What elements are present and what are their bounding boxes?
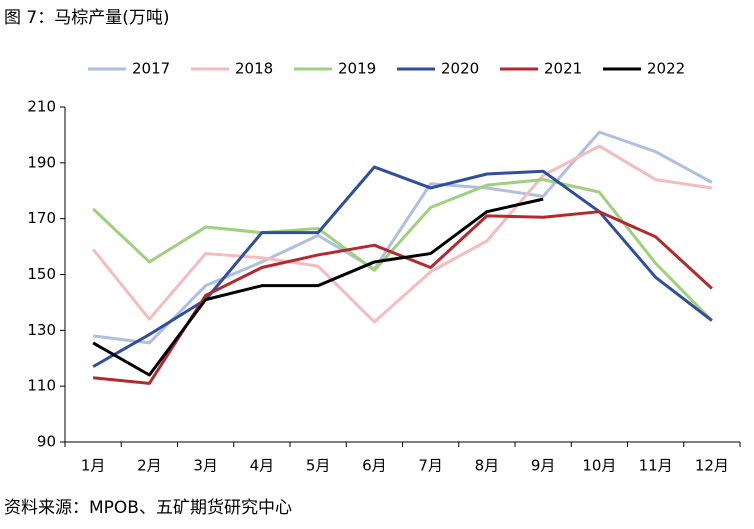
x-tick-label: 10月 (582, 457, 616, 475)
series-line (92, 178, 713, 322)
series-line (92, 165, 713, 368)
series-line (92, 197, 544, 377)
x-tick-label: 1月 (81, 457, 106, 475)
x-tick-label: 8月 (475, 457, 500, 475)
y-tick-label: 170 (27, 209, 56, 227)
y-tick-label: 210 (27, 98, 56, 116)
x-tick-label: 4月 (250, 457, 275, 475)
source-note: 资料来源：MPOB、五矿期货研究中心 (4, 498, 292, 518)
series-line (91, 144, 713, 324)
series-line (92, 130, 713, 345)
x-tick-label: 12月 (695, 457, 729, 475)
y-tick-label: 150 (27, 265, 56, 283)
legend-label: 2022 (647, 60, 685, 78)
y-tick-label: 110 (27, 377, 56, 395)
x-tick-label: 3月 (193, 457, 218, 475)
x-tick-label: 6月 (362, 457, 387, 475)
x-tick-label: 11月 (639, 457, 673, 475)
x-tick-label: 2月 (137, 457, 162, 475)
y-tick-label: 90 (37, 433, 56, 451)
legend-label: 2017 (132, 60, 170, 78)
legend-label: 2018 (235, 60, 273, 78)
x-tick-label: 9月 (531, 457, 556, 475)
y-tick-label: 130 (27, 321, 56, 339)
x-tick-label: 5月 (306, 457, 331, 475)
y-tick-label: 190 (27, 153, 56, 171)
legend-label: 2019 (338, 60, 376, 78)
x-tick-label: 7月 (418, 457, 443, 475)
legend-label: 2020 (441, 60, 479, 78)
chart-title: 图 7：马棕产量(万吨) (4, 8, 169, 28)
legend-label: 2021 (544, 60, 582, 78)
